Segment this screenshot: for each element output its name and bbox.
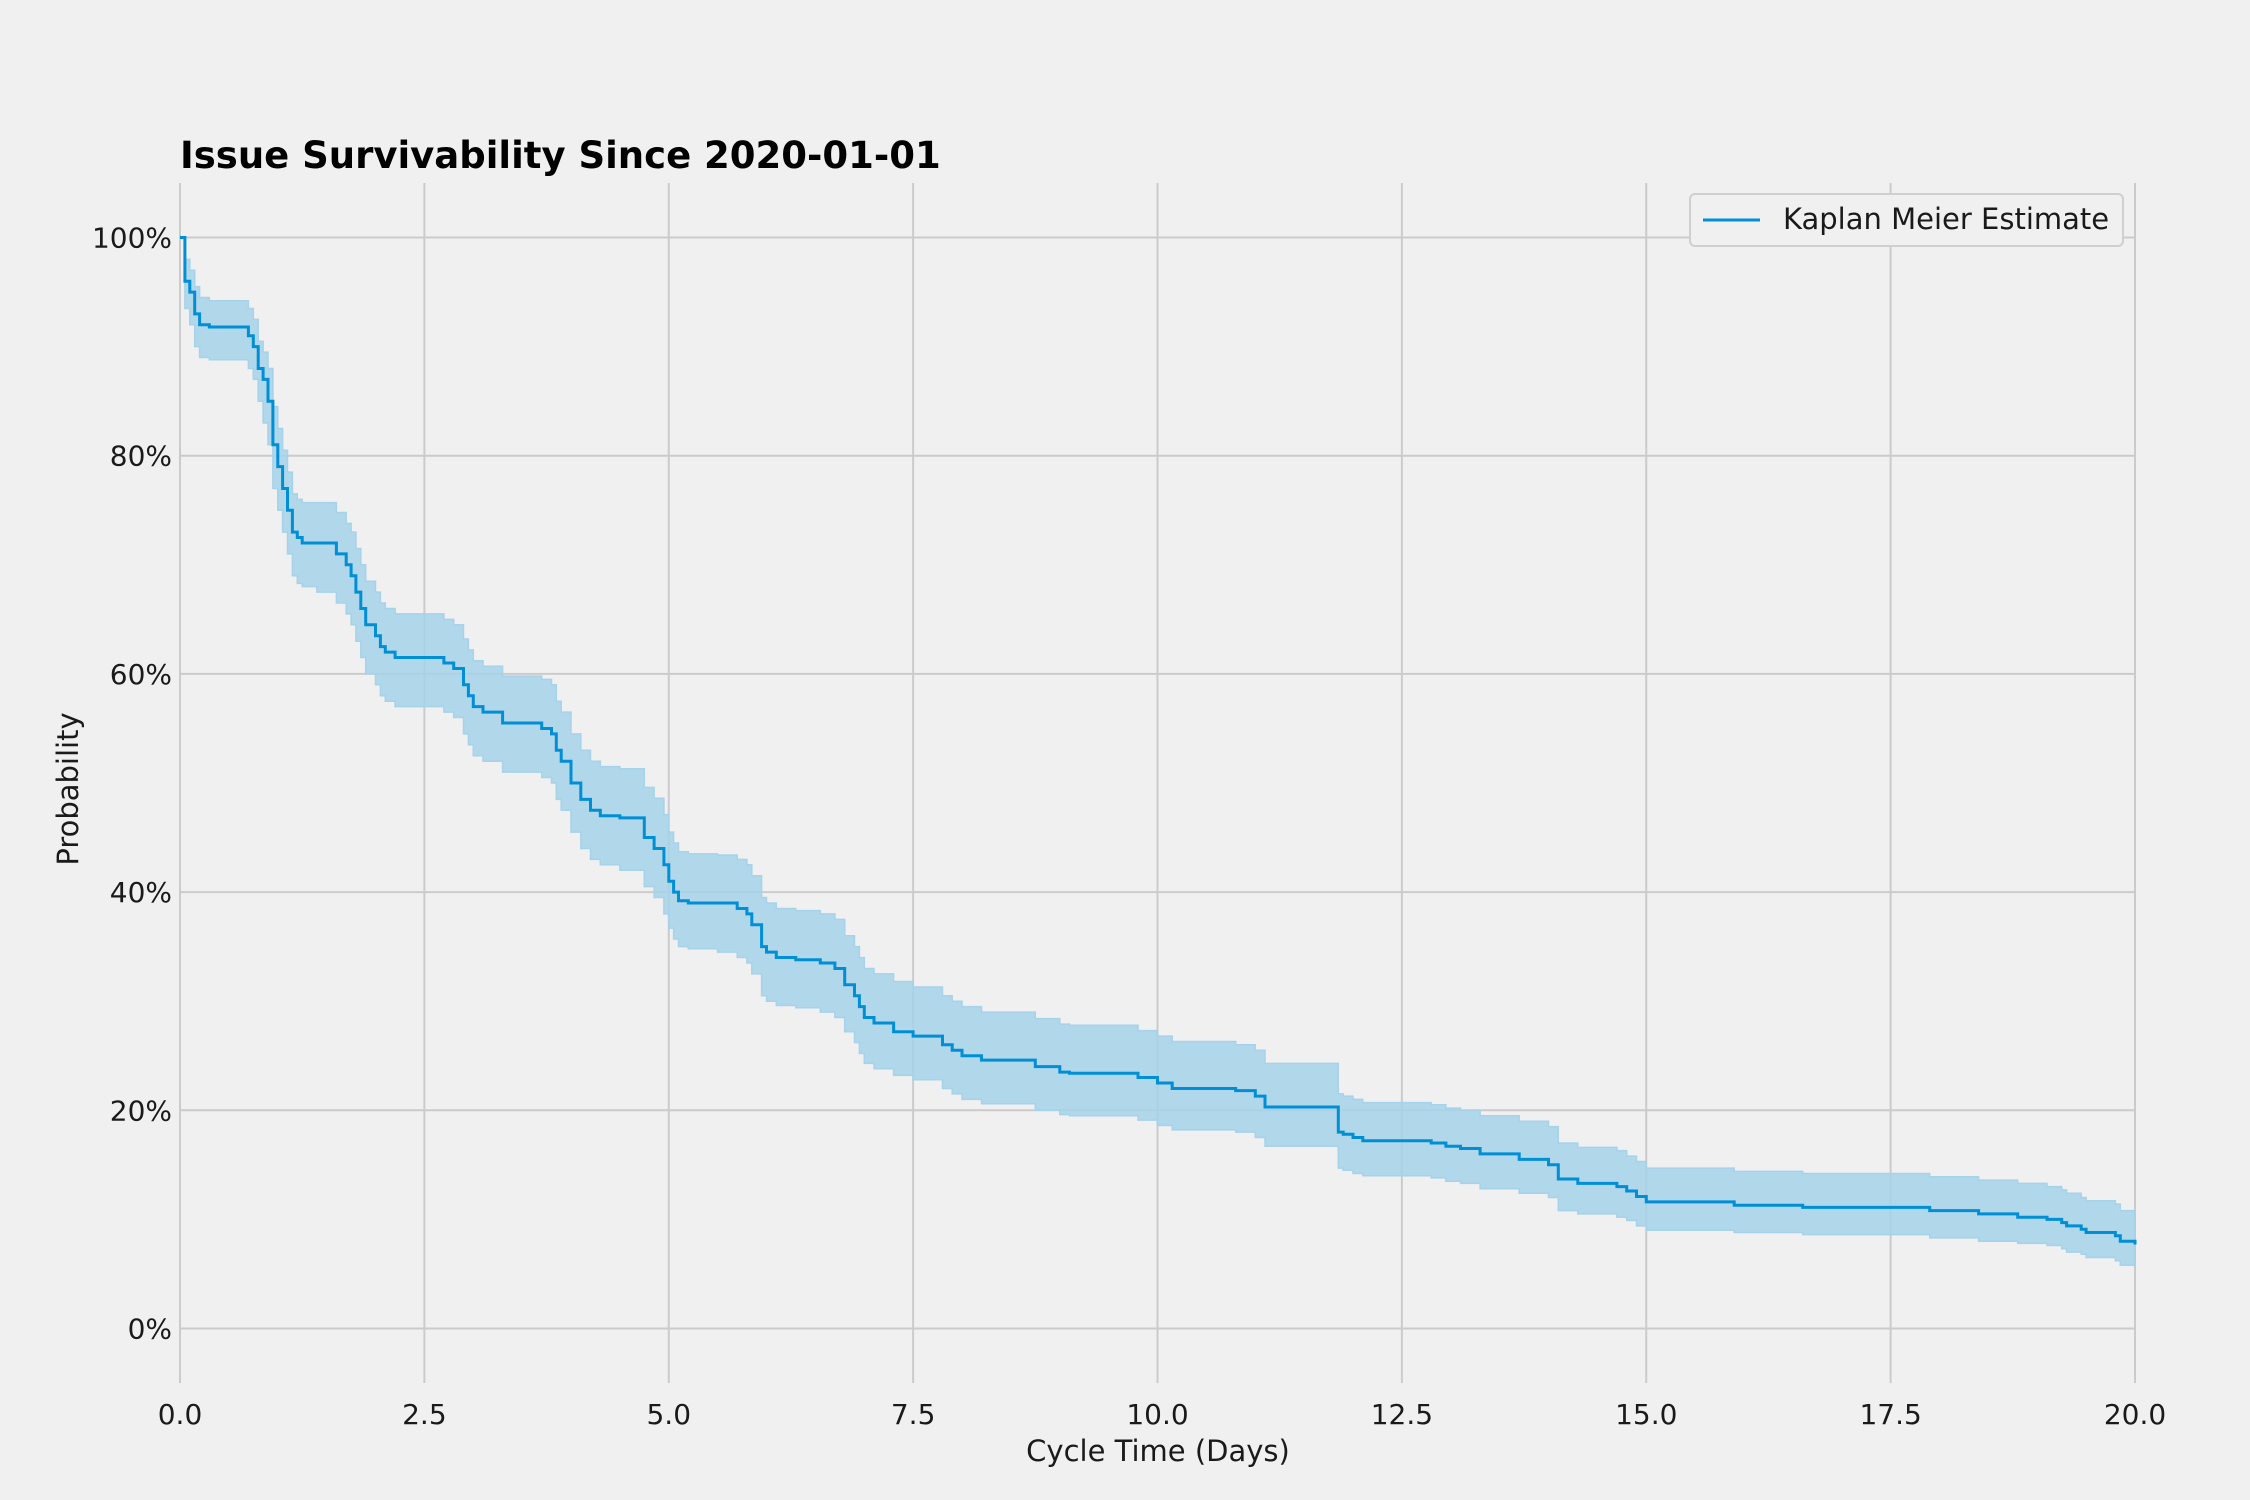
x-tick-label-6: 15.0 (1615, 1398, 1677, 1431)
kaplan-meier-line (180, 236, 2137, 1245)
y-tick-label-0: 0% (128, 1312, 172, 1345)
y-axis-label: Probability (51, 712, 85, 865)
legend: Kaplan Meier Estimate (1689, 193, 2124, 247)
legend-box (1689, 193, 2124, 247)
y-tick-label-1: 20% (110, 1094, 172, 1127)
x-axis-label: Cycle Time (Days) (1026, 1434, 1290, 1468)
x-tick-label-1: 2.5 (402, 1398, 447, 1431)
x-tick-label-0: 0.0 (158, 1398, 203, 1431)
x-tick-label-8: 20.0 (2104, 1398, 2166, 1431)
legend-entry-label: Kaplan Meier Estimate (1783, 202, 2109, 236)
x-tick-label-2: 5.0 (646, 1398, 691, 1431)
y-tick-label-5: 100% (92, 222, 172, 255)
x-tick-label-3: 7.5 (891, 1398, 936, 1431)
y-tick-labels: 0% 20% 40% 60% 80% 100% (92, 222, 172, 1346)
x-tick-label-7: 17.5 (1859, 1398, 1921, 1431)
chart-title: Issue Survivability Since 2020-01-01 (180, 134, 941, 177)
y-tick-label-2: 40% (110, 876, 172, 909)
x-tick-label-5: 12.5 (1371, 1398, 1433, 1431)
estimate-line-layer (180, 236, 2137, 1245)
x-tick-label-4: 10.0 (1126, 1398, 1188, 1431)
y-tick-label-3: 60% (110, 658, 172, 691)
x-tick-labels: 0.0 2.5 5.0 7.5 10.0 12.5 15.0 17.5 20.0 (158, 1398, 2166, 1431)
confidence-interval-band (180, 236, 2136, 1269)
y-tick-label-4: 80% (110, 440, 172, 473)
confidence-band-layer (180, 236, 2136, 1269)
